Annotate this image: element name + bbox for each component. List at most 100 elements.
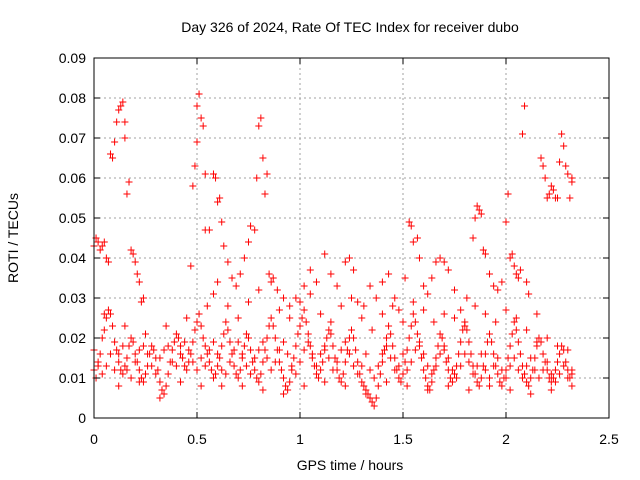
data-point (162, 322, 170, 330)
data-point (207, 366, 215, 374)
data-point (360, 382, 368, 390)
data-point (543, 194, 551, 202)
data-point (518, 130, 526, 138)
data-point (422, 374, 430, 382)
data-point (339, 370, 347, 378)
data-point (131, 258, 139, 266)
data-point (255, 122, 263, 130)
data-point (189, 358, 197, 366)
data-point (205, 226, 213, 234)
data-point (465, 386, 473, 394)
y-tick-label: 0.06 (59, 170, 86, 186)
data-point (317, 366, 325, 374)
data-point (479, 362, 487, 370)
data-point (245, 334, 252, 342)
data-point (455, 350, 463, 358)
data-point (477, 210, 485, 218)
data-point (533, 338, 541, 346)
data-point (399, 318, 407, 326)
data-point (201, 342, 209, 350)
data-point (370, 402, 378, 410)
data-point (226, 358, 234, 366)
data-point (300, 306, 308, 314)
data-point (440, 342, 448, 350)
data-point (222, 370, 230, 378)
data-point (457, 338, 465, 346)
x-tick-labels: 0 0.5 1 1.5 2 2.5 (90, 431, 619, 447)
data-point (144, 350, 152, 358)
data-point (269, 322, 277, 330)
data-point (527, 390, 535, 398)
data-points (90, 90, 576, 410)
data-point (113, 118, 121, 126)
data-point (549, 186, 557, 194)
x-tick-label: 2.5 (599, 431, 619, 447)
data-point (442, 358, 450, 366)
data-point (348, 294, 355, 302)
data-point (280, 338, 288, 346)
data-point (121, 118, 129, 126)
data-point (191, 326, 199, 334)
data-point (405, 334, 413, 342)
data-point (164, 370, 172, 378)
data-point (195, 90, 203, 98)
data-point (255, 378, 263, 386)
data-point (537, 154, 545, 162)
data-point (556, 350, 564, 358)
data-point (263, 170, 271, 178)
data-point (247, 222, 255, 230)
data-point (337, 302, 345, 310)
data-point (436, 350, 444, 358)
data-point (121, 362, 129, 370)
data-point (187, 350, 195, 358)
data-point (205, 346, 213, 354)
data-point (568, 382, 576, 390)
data-point (498, 278, 506, 286)
data-point (306, 290, 314, 298)
data-point (391, 294, 399, 302)
data-point (405, 218, 413, 226)
data-point (512, 326, 520, 334)
data-point (214, 198, 222, 206)
data-point (94, 238, 102, 246)
data-point (111, 338, 119, 346)
data-point (424, 362, 432, 370)
data-point (135, 346, 143, 354)
data-point (448, 366, 456, 374)
data-point (341, 358, 349, 366)
data-point (119, 342, 127, 350)
data-point (389, 302, 397, 310)
data-point (560, 142, 568, 150)
data-point (150, 346, 158, 354)
data-point (551, 378, 559, 386)
data-point (142, 330, 149, 338)
data-point (282, 382, 290, 390)
data-point (154, 366, 162, 374)
data-point (383, 334, 391, 342)
data-point (125, 342, 133, 350)
data-point (294, 330, 302, 338)
data-point (490, 350, 498, 358)
data-point (395, 374, 403, 382)
data-point (327, 330, 335, 338)
x-tick-label: 0.5 (187, 431, 207, 447)
data-point (354, 370, 362, 378)
data-point (127, 374, 135, 382)
data-point (533, 310, 541, 318)
data-point (358, 378, 366, 386)
data-point (251, 226, 259, 234)
data-point (341, 338, 349, 346)
data-point (98, 370, 106, 378)
data-point (148, 342, 156, 350)
data-point (197, 114, 205, 122)
data-point (413, 330, 421, 338)
data-point (197, 354, 205, 362)
data-point (457, 306, 465, 314)
data-point (383, 342, 391, 350)
data-point (543, 334, 551, 342)
data-point (486, 382, 494, 390)
data-point (109, 154, 117, 162)
data-point (444, 266, 452, 274)
data-point (331, 354, 339, 362)
data-point (504, 354, 512, 362)
